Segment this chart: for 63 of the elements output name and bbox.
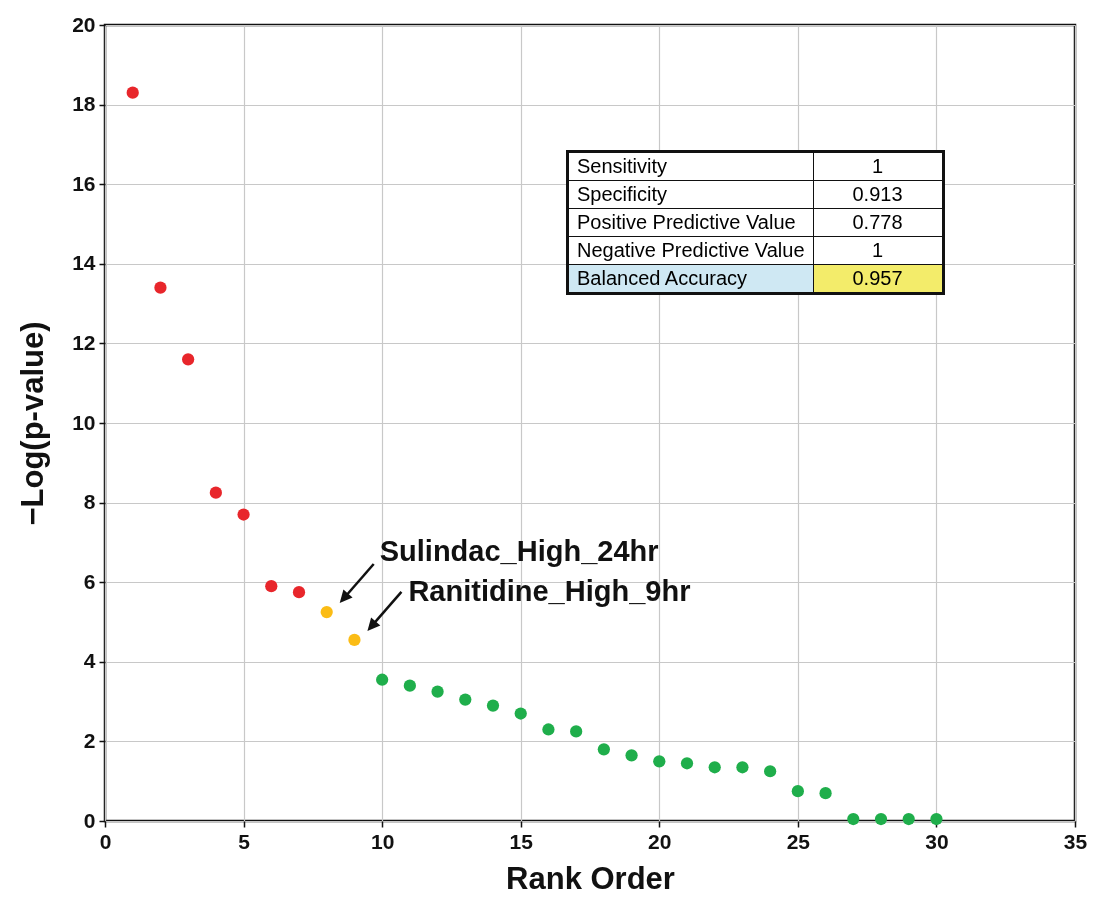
point (597, 743, 610, 756)
x-tick-label: 5 (238, 829, 251, 853)
point (320, 605, 333, 619)
y-tick-label: 4 (83, 649, 96, 673)
point (570, 725, 583, 738)
y-tick-label: 2 (83, 728, 96, 752)
point (237, 508, 250, 521)
point (819, 787, 832, 800)
point (486, 699, 500, 712)
point (736, 761, 749, 774)
y-tick-label: 12 (72, 330, 96, 354)
annotation: Negative Predictive Value (567, 236, 814, 265)
point (514, 707, 527, 720)
point (902, 812, 915, 826)
y-tick-label: 14 (72, 251, 96, 275)
point (126, 86, 139, 99)
point (847, 812, 860, 826)
point (292, 586, 306, 599)
annotation: Ranitidine_High_9hr (408, 574, 691, 607)
y-tick-label: 6 (83, 569, 96, 593)
point (625, 749, 638, 762)
x-tick-label: 25 (786, 829, 811, 853)
y-tick-label: 16 (72, 171, 96, 195)
point (376, 673, 389, 686)
y-tick-label: 8 (83, 490, 96, 514)
point (764, 765, 777, 778)
annotation: 1 (813, 236, 944, 265)
point (182, 353, 195, 366)
point (542, 723, 555, 736)
point (874, 812, 888, 826)
annotation: Specificity (567, 180, 814, 209)
annotation: Sensitivity (567, 151, 814, 181)
y-tick-label: 20 (72, 12, 96, 36)
y-tick-label: 0 (83, 808, 96, 832)
point (653, 755, 666, 768)
annotation: Balanced Accuracy (567, 264, 814, 294)
annotation: 0.957 (813, 264, 944, 294)
point (431, 685, 444, 698)
annotation: Positive Predictive Value (567, 208, 814, 237)
point (930, 812, 943, 826)
y-tick-label: 18 (72, 92, 96, 116)
x-tick-label: 10 (370, 829, 395, 853)
point (680, 757, 694, 770)
y-axis-title: −Log(p-value) (15, 321, 51, 526)
annotation: 0.778 (813, 208, 944, 237)
x-tick-label: 30 (925, 829, 949, 853)
point (265, 580, 278, 593)
x-tick-label: 15 (509, 829, 534, 853)
x-axis-title: Rank Order (506, 860, 675, 896)
annotation: 0.913 (813, 180, 944, 209)
point (154, 281, 167, 294)
x-tick-label: 0 (99, 829, 112, 853)
y-tick-label: 10 (72, 410, 96, 434)
annotation: 1 (813, 151, 944, 181)
point (791, 785, 804, 798)
point (348, 633, 361, 647)
x-tick-label: 20 (648, 829, 672, 853)
point (459, 693, 472, 706)
point (708, 761, 721, 774)
point (209, 486, 222, 499)
point (403, 679, 416, 692)
annotation: Sulindac_High_24hr (379, 535, 659, 568)
x-tick-label: 35 (1063, 829, 1088, 853)
